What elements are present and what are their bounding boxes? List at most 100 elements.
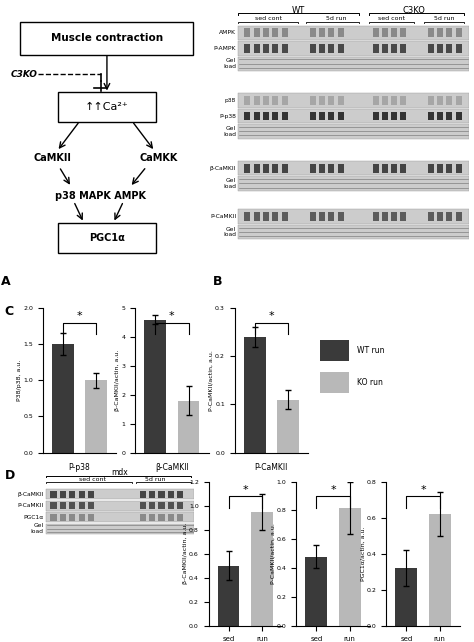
Text: p38: p38 bbox=[225, 98, 236, 103]
Y-axis label: P-CaMKII/actin, a.u.: P-CaMKII/actin, a.u. bbox=[209, 350, 214, 411]
Bar bbox=[140, 503, 146, 509]
Text: B: B bbox=[213, 275, 222, 288]
Bar bbox=[245, 164, 250, 173]
Bar bbox=[337, 44, 344, 53]
Text: AMPK: AMPK bbox=[219, 30, 236, 35]
Bar bbox=[428, 164, 434, 173]
Text: P-CaMKII: P-CaMKII bbox=[17, 503, 44, 508]
Bar bbox=[456, 164, 462, 173]
Text: WT run: WT run bbox=[357, 346, 384, 355]
Bar bbox=[447, 112, 452, 121]
Text: A: A bbox=[0, 275, 10, 288]
Bar bbox=[339, 507, 361, 626]
Bar bbox=[168, 503, 174, 509]
Bar bbox=[328, 44, 334, 53]
Bar bbox=[456, 44, 462, 53]
Bar bbox=[429, 514, 451, 626]
Text: mdx: mdx bbox=[111, 468, 128, 477]
Text: KO run: KO run bbox=[357, 378, 383, 387]
Bar bbox=[391, 28, 397, 37]
Bar bbox=[272, 164, 278, 173]
FancyBboxPatch shape bbox=[58, 223, 156, 254]
Text: C: C bbox=[5, 305, 14, 318]
Bar bbox=[310, 28, 316, 37]
Bar bbox=[277, 399, 299, 453]
Text: PGC1α: PGC1α bbox=[23, 515, 44, 519]
Bar bbox=[149, 514, 155, 521]
Bar bbox=[88, 491, 94, 498]
Bar bbox=[254, 212, 260, 221]
Text: PGC1α: PGC1α bbox=[89, 233, 125, 243]
Bar bbox=[391, 212, 397, 221]
Bar bbox=[401, 96, 407, 105]
Bar bbox=[218, 566, 239, 626]
Bar bbox=[373, 212, 379, 221]
Bar bbox=[456, 112, 462, 121]
Bar bbox=[437, 44, 443, 53]
FancyBboxPatch shape bbox=[58, 92, 156, 123]
Bar bbox=[328, 28, 334, 37]
Y-axis label: P38/p38, a.u.: P38/p38, a.u. bbox=[17, 360, 22, 401]
Bar bbox=[46, 512, 194, 523]
Bar bbox=[328, 212, 334, 221]
Bar bbox=[428, 28, 434, 37]
Bar bbox=[401, 112, 407, 121]
Y-axis label: P-CaMKII/actin, a.u.: P-CaMKII/actin, a.u. bbox=[270, 523, 275, 584]
Bar bbox=[319, 44, 325, 53]
Bar bbox=[310, 44, 316, 53]
Bar bbox=[319, 112, 325, 121]
Bar bbox=[373, 28, 379, 37]
Text: Gel
load: Gel load bbox=[223, 178, 236, 189]
Bar bbox=[263, 96, 269, 105]
Bar bbox=[88, 514, 94, 521]
Bar bbox=[373, 96, 379, 105]
Y-axis label: β-CaMKII/actin, a.u.: β-CaMKII/actin, a.u. bbox=[182, 523, 188, 584]
Bar bbox=[238, 225, 469, 239]
Bar bbox=[140, 491, 146, 498]
Text: β-CaMKII: β-CaMKII bbox=[17, 492, 44, 497]
Bar bbox=[254, 28, 260, 37]
Text: Gel
load: Gel load bbox=[223, 58, 236, 69]
Y-axis label: PGC1α/actin, a.u.: PGC1α/actin, a.u. bbox=[360, 526, 365, 581]
Bar bbox=[447, 44, 452, 53]
Bar bbox=[382, 44, 388, 53]
Bar bbox=[310, 96, 316, 105]
Bar bbox=[69, 514, 75, 521]
Bar bbox=[382, 212, 388, 221]
Text: D: D bbox=[5, 469, 15, 482]
Bar bbox=[373, 164, 379, 173]
X-axis label: β-CaMKII: β-CaMKII bbox=[155, 463, 189, 472]
Bar bbox=[272, 44, 278, 53]
Bar bbox=[168, 514, 174, 521]
Bar bbox=[79, 503, 85, 509]
Bar bbox=[319, 28, 325, 37]
Bar bbox=[337, 112, 344, 121]
Text: *: * bbox=[169, 311, 174, 321]
Bar bbox=[282, 44, 288, 53]
Bar bbox=[238, 161, 469, 175]
Text: β-CaMKII: β-CaMKII bbox=[210, 166, 236, 171]
Bar bbox=[456, 212, 462, 221]
Bar bbox=[401, 44, 407, 53]
Bar bbox=[437, 96, 443, 105]
Bar bbox=[447, 212, 452, 221]
Text: *: * bbox=[420, 485, 426, 494]
Bar bbox=[144, 320, 166, 453]
Bar bbox=[310, 164, 316, 173]
Bar bbox=[263, 212, 269, 221]
Bar bbox=[272, 112, 278, 121]
Text: *: * bbox=[330, 485, 336, 494]
Bar bbox=[456, 28, 462, 37]
Bar bbox=[245, 28, 250, 37]
Bar bbox=[263, 28, 269, 37]
Bar bbox=[245, 96, 250, 105]
Text: WT: WT bbox=[292, 6, 305, 15]
Bar bbox=[158, 514, 164, 521]
Bar bbox=[282, 28, 288, 37]
Bar bbox=[328, 96, 334, 105]
Bar bbox=[238, 125, 469, 139]
Bar bbox=[373, 112, 379, 121]
Text: *: * bbox=[243, 485, 248, 494]
Bar bbox=[391, 96, 397, 105]
Bar bbox=[447, 164, 452, 173]
